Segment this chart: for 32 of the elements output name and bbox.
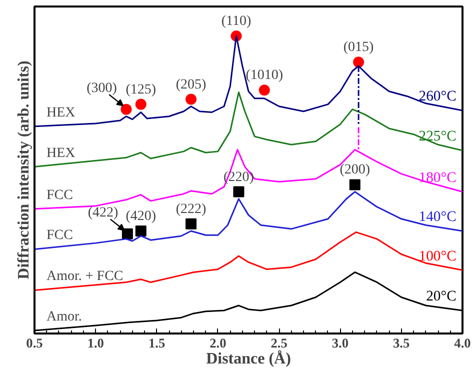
annotation: FCC <box>46 228 73 244</box>
annotation: (300) <box>86 81 118 96</box>
y-axis-title: Diffraction intensity (arb. units) <box>16 60 32 280</box>
series-label: 100°C <box>418 248 456 264</box>
x-tick-label: 2.0 <box>210 336 227 350</box>
x-tick-label: 1.5 <box>148 336 166 350</box>
x-axis-title: Distance (Å) <box>206 350 291 368</box>
x-tick-label: 0.5 <box>26 336 44 350</box>
annotation: (110) <box>221 14 252 29</box>
series-label: 225°C <box>418 128 456 145</box>
annotation: (1010) <box>246 68 284 84</box>
annotation: (222) <box>176 202 207 217</box>
annotation: Amor. + FCC <box>46 269 124 284</box>
x-tick-label: 2.5 <box>270 336 288 350</box>
annotation: (015) <box>343 40 374 56</box>
x-tick-label: 3.5 <box>393 336 410 350</box>
annotation: HEX <box>46 146 76 161</box>
annotation: HEX <box>46 105 76 120</box>
annotation: (205) <box>176 77 207 92</box>
series-label: 20°C <box>426 288 456 305</box>
annotation: (125) <box>126 82 156 98</box>
x-tick-label: 1.0 <box>87 336 104 350</box>
annotation: (420) <box>126 208 156 224</box>
annotation: (422) <box>88 206 118 221</box>
series-label: 260°C <box>418 88 456 105</box>
x-tick-label: 4.0 <box>454 336 472 350</box>
annotation: FCC <box>46 188 73 203</box>
annotation: Amor. <box>46 310 82 325</box>
series-label: 140°C <box>418 209 456 226</box>
series-label: 180°C <box>418 170 456 186</box>
annotation: (200) <box>340 162 370 178</box>
x-tick-label: 3.0 <box>332 336 349 350</box>
